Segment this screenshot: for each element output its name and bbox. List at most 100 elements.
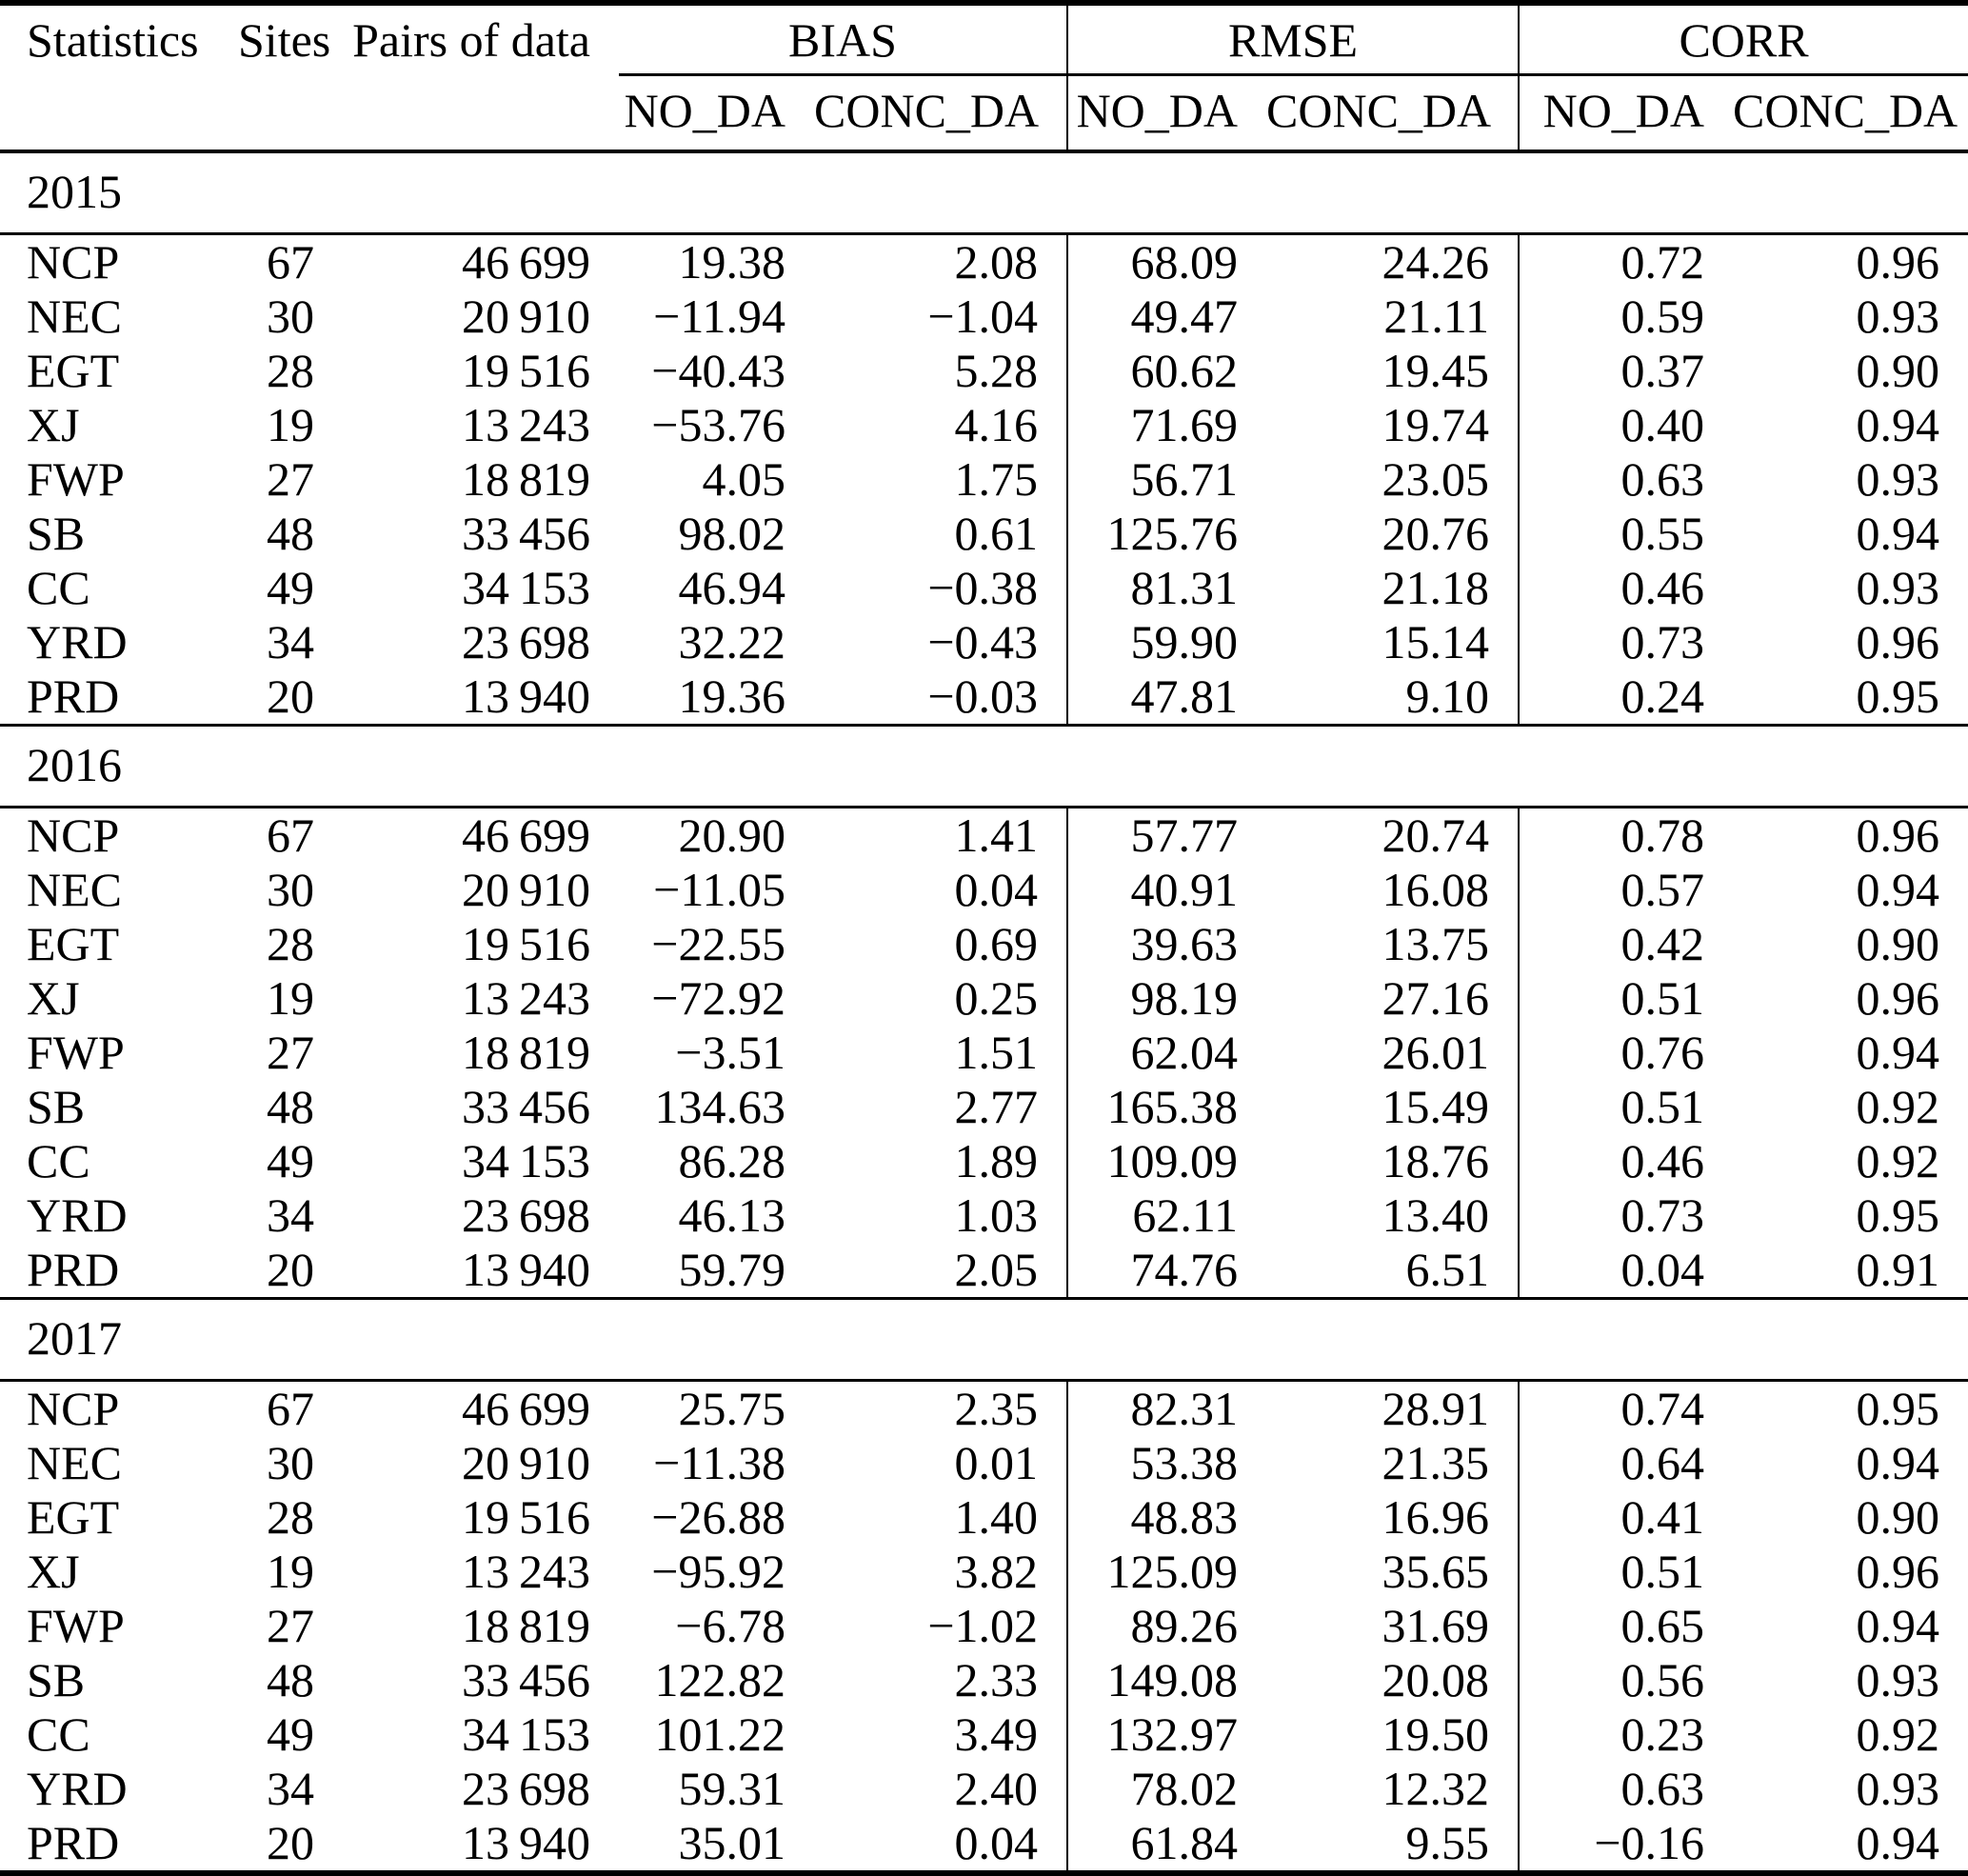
year-section-row: 2016 — [0, 724, 1968, 808]
cell-corr-no-da: 0.42 — [1518, 917, 1734, 971]
cell-bias-no-da: 59.31 — [678, 1762, 786, 1815]
cell-bias-no-da: −72.92 — [651, 971, 785, 1025]
cell-corr-no-da: 0.63 — [1518, 1762, 1734, 1816]
cell-pairs: 19 516 — [461, 1490, 590, 1544]
table-row: NCP 67 46 699 25.75 2.35 82.31 28.91 0.74 0.95 — [0, 1380, 1968, 1436]
cell-rmse-conc-da: 15.49 — [1382, 1080, 1490, 1133]
cell-rmse-no-da: 109.09 — [1066, 1134, 1267, 1188]
cell-sites: 30 — [267, 863, 314, 916]
cell-pairs: 19 516 — [461, 917, 590, 970]
cell-bias-conc-da: 0.01 — [954, 1436, 1039, 1489]
group-header-rmse: RMSE — [1066, 3, 1520, 76]
cell-corr-no-da: 0.40 — [1518, 398, 1734, 452]
year-label: 2016 — [0, 724, 1968, 808]
year-label: 2015 — [0, 150, 1968, 235]
cell-bias-no-da: 35.01 — [678, 1816, 786, 1869]
cell-corr-conc-da: 0.91 — [1856, 1243, 1940, 1296]
cell-site: EGT — [27, 917, 120, 970]
cell-rmse-no-da: 53.38 — [1066, 1436, 1267, 1490]
cell-bias-conc-da: 1.40 — [954, 1490, 1039, 1544]
cell-corr-no-da: 0.57 — [1518, 863, 1734, 917]
cell-corr-conc-da: 0.93 — [1856, 1762, 1940, 1815]
table-row: CC 49 34 153 46.94 −0.38 81.31 21.18 0.46 0.93 — [0, 561, 1968, 615]
table-row: NEC 30 20 910 −11.05 0.04 40.91 16.08 0.57 0.94 — [0, 863, 1968, 917]
cell-rmse-conc-da: 9.10 — [1405, 669, 1490, 723]
cell-bias-no-da: 25.75 — [678, 1382, 786, 1435]
cell-bias-no-da: −11.94 — [653, 289, 785, 343]
cell-pairs: 18 819 — [461, 452, 590, 506]
table-row: XJ 19 13 243 −53.76 4.16 71.69 19.74 0.40 0.94 — [0, 398, 1968, 452]
cell-rmse-no-da: 56.71 — [1066, 452, 1267, 507]
cell-bias-no-da: 46.94 — [678, 561, 786, 614]
cell-pairs: 23 698 — [461, 1762, 590, 1815]
cell-corr-no-da: 0.04 — [1518, 1243, 1734, 1299]
cell-rmse-conc-da: 12.32 — [1382, 1762, 1490, 1815]
cell-corr-no-da: −0.16 — [1518, 1816, 1734, 1873]
cell-sites: 34 — [267, 615, 314, 669]
cell-rmse-no-da: 165.38 — [1066, 1080, 1267, 1134]
cell-bias-conc-da: 2.77 — [954, 1080, 1039, 1133]
table-row: NEC 30 20 910 −11.94 −1.04 49.47 21.11 0.59 0.93 — [0, 289, 1968, 344]
cell-bias-no-da: −11.38 — [653, 1436, 785, 1489]
cell-bias-conc-da: 0.69 — [954, 917, 1039, 970]
cell-rmse-conc-da: 13.40 — [1382, 1188, 1490, 1242]
subheader-rmse-conc-da: CONC_DA — [1266, 74, 1520, 153]
cell-bias-no-da: −3.51 — [675, 1026, 785, 1079]
table-row: YRD 34 23 698 32.22 −0.43 59.90 15.14 0.73 0.96 — [0, 615, 1968, 669]
cell-rmse-conc-da: 28.91 — [1382, 1382, 1490, 1435]
cell-pairs: 19 516 — [461, 344, 590, 397]
cell-bias-conc-da: 0.04 — [954, 1816, 1039, 1869]
cell-bias-conc-da: −0.38 — [927, 561, 1039, 614]
cell-rmse-conc-da: 15.14 — [1382, 615, 1490, 669]
cell-site: CC — [27, 1134, 90, 1187]
cell-bias-no-da: −6.78 — [675, 1599, 785, 1652]
cell-corr-no-da: 0.65 — [1518, 1599, 1734, 1653]
cell-rmse-conc-da: 20.76 — [1382, 507, 1490, 560]
cell-bias-no-da: −11.05 — [653, 863, 785, 916]
cell-sites: 49 — [267, 1134, 314, 1187]
cell-rmse-no-da: 78.02 — [1066, 1762, 1267, 1816]
subheader-rmse-no-da: NO_DA — [1066, 74, 1267, 153]
cell-sites: 20 — [267, 1243, 314, 1296]
cell-pairs: 13 243 — [461, 398, 590, 451]
col-header-sites: Sites — [238, 13, 331, 67]
cell-sites: 28 — [267, 1490, 314, 1544]
cell-sites: 19 — [267, 398, 314, 451]
cell-bias-conc-da: 0.25 — [954, 971, 1039, 1025]
cell-pairs: 13 940 — [461, 1243, 590, 1296]
cell-bias-no-da: 86.28 — [678, 1134, 786, 1187]
cell-corr-no-da: 0.64 — [1518, 1436, 1734, 1490]
cell-rmse-no-da: 57.77 — [1066, 807, 1267, 863]
cell-sites: 27 — [267, 452, 314, 506]
col-header-pairs: Pairs of data — [352, 13, 590, 67]
cell-rmse-conc-da: 20.74 — [1382, 808, 1490, 862]
cell-sites: 19 — [267, 971, 314, 1025]
cell-pairs: 18 819 — [461, 1026, 590, 1079]
table-row: CC 49 34 153 101.22 3.49 132.97 19.50 0.23 0.92 — [0, 1707, 1968, 1762]
table-body: 2015 NCP 67 46 699 19.38 2.08 68.09 24.26 0.72 0.… — [0, 150, 1968, 1873]
table-row: EGT 28 19 516 −26.88 1.40 48.83 16.96 0.41 0.90 — [0, 1490, 1968, 1545]
cell-bias-conc-da: 3.49 — [954, 1707, 1039, 1761]
cell-corr-no-da: 0.72 — [1518, 233, 1734, 289]
cell-bias-conc-da: 2.35 — [954, 1382, 1039, 1435]
table-row: NCP 67 46 699 20.90 1.41 57.77 20.74 0.78 0.96 — [0, 807, 1968, 863]
cell-corr-conc-da: 0.95 — [1856, 1188, 1940, 1242]
cell-site: NCP — [27, 235, 120, 289]
cell-corr-conc-da: 0.93 — [1856, 561, 1940, 614]
cell-rmse-no-da: 61.84 — [1066, 1816, 1267, 1873]
group-header-corr: CORR — [1518, 3, 1968, 76]
cell-bias-conc-da: −0.03 — [927, 669, 1039, 723]
subheader-row: NO_DA CONC_DA NO_DA CONC_DA NO_DA CONC_D… — [0, 74, 1968, 153]
cell-sites: 48 — [267, 1653, 314, 1706]
cell-corr-no-da: 0.74 — [1518, 1380, 1734, 1436]
cell-pairs: 13 940 — [461, 1816, 590, 1869]
table-row: EGT 28 19 516 −22.55 0.69 39.63 13.75 0.42 0.90 — [0, 917, 1968, 971]
cell-corr-no-da: 0.63 — [1518, 452, 1734, 507]
cell-rmse-no-da: 40.91 — [1066, 863, 1267, 917]
cell-pairs: 33 456 — [461, 1080, 590, 1133]
cell-sites: 27 — [267, 1599, 314, 1652]
cell-rmse-conc-da: 26.01 — [1382, 1026, 1490, 1079]
cell-sites: 28 — [267, 917, 314, 970]
cell-rmse-conc-da: 18.76 — [1382, 1134, 1490, 1187]
cell-sites: 49 — [267, 1707, 314, 1761]
